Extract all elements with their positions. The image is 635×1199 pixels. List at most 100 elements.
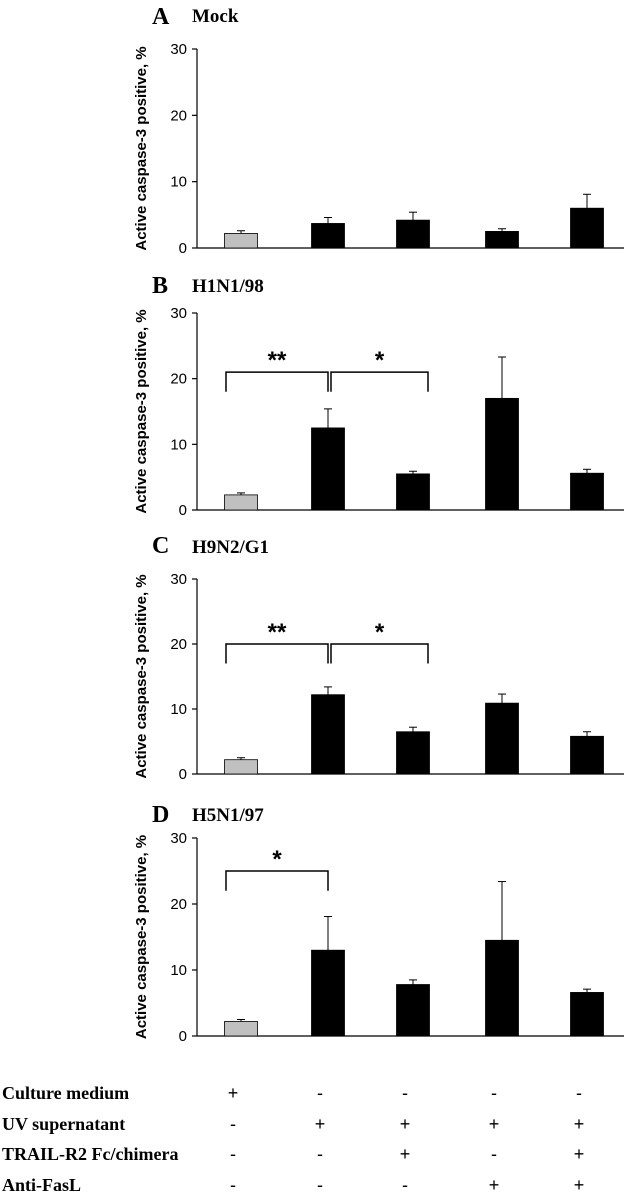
condition-mark: - xyxy=(230,1175,236,1195)
panel-d: D H5N1/97 Active caspase-3 positive, % 0 10 2… xyxy=(133,802,624,1045)
bar xyxy=(311,694,345,775)
significance-bracket: * xyxy=(330,347,429,392)
panel-title: H9N2/G1 xyxy=(192,537,269,558)
panel-a: A Mock Active caspase-3 positive, % 0 10 20 30 xyxy=(133,4,624,257)
y-tick-label: 0 xyxy=(179,1028,187,1045)
condition-mark: + xyxy=(574,1175,585,1195)
significance-bracket: * xyxy=(225,846,329,891)
y-axis-title: Active caspase-3 positive, % xyxy=(133,46,150,250)
panel-letter: C xyxy=(152,533,169,559)
y-tick-label: 30 xyxy=(170,571,187,588)
panel-title: Mock xyxy=(192,6,239,27)
y-tick-label: 10 xyxy=(170,962,187,979)
y-tick-label: 10 xyxy=(170,701,187,718)
y-axis-title: Active caspase-3 positive, % xyxy=(133,574,150,778)
condition-mark: - xyxy=(317,1144,323,1164)
error-bar xyxy=(324,686,332,695)
bar xyxy=(570,472,604,511)
bar xyxy=(311,427,345,511)
error-bar xyxy=(409,211,417,221)
error-bar xyxy=(583,468,591,474)
significance-label: ** xyxy=(268,619,287,646)
significance-bracket: ** xyxy=(225,619,329,664)
error-bar xyxy=(498,693,506,704)
error-bar xyxy=(237,757,245,760)
bracket-line xyxy=(330,371,429,392)
bar xyxy=(396,984,430,1037)
error-bar xyxy=(237,1019,245,1022)
condition-mark: - xyxy=(576,1083,582,1103)
y-tick-label: 10 xyxy=(170,436,187,453)
significance-label: * xyxy=(375,347,385,374)
panel-title: H5N1/97 xyxy=(192,805,264,826)
error-bar xyxy=(237,230,245,234)
panel-letter: D xyxy=(152,802,169,828)
significance-label: * xyxy=(375,619,385,646)
condition-mark: + xyxy=(400,1114,411,1134)
bar xyxy=(485,397,519,511)
y-tick-label: 0 xyxy=(179,240,187,257)
y-tick-label: 0 xyxy=(179,766,187,783)
condition-mark: + xyxy=(574,1144,585,1164)
condition-mark: + xyxy=(574,1114,585,1134)
bar xyxy=(570,735,604,775)
error-bar xyxy=(498,356,506,399)
y-tick-label: 20 xyxy=(170,371,187,388)
condition-row: Culture medium + - - - - xyxy=(2,1083,582,1103)
condition-mark: - xyxy=(317,1175,323,1195)
bar xyxy=(224,233,258,249)
y-tick-label: 30 xyxy=(170,305,187,322)
bar xyxy=(396,473,430,511)
condition-mark: + xyxy=(400,1144,411,1164)
y-tick-label: 20 xyxy=(170,636,187,653)
bar xyxy=(224,494,258,511)
y-tick-label: 30 xyxy=(170,830,187,847)
condition-mark: + xyxy=(489,1114,500,1134)
panel-letter: A xyxy=(152,4,170,30)
error-bar xyxy=(324,216,332,224)
error-bar xyxy=(498,881,506,941)
error-bar xyxy=(409,470,417,474)
condition-mark: - xyxy=(402,1083,408,1103)
error-bar xyxy=(237,492,245,495)
bar xyxy=(570,207,604,249)
error-bar xyxy=(583,731,591,737)
panel-b: B H1N1/98 Active caspase-3 positive, % 0 10 2… xyxy=(133,273,624,519)
bar xyxy=(485,939,519,1037)
condition-mark: - xyxy=(230,1114,236,1134)
condition-label: Culture medium xyxy=(2,1083,129,1103)
bar xyxy=(485,231,519,249)
y-axis-title: Active caspase-3 positive, % xyxy=(133,309,150,513)
condition-row: TRAIL-R2 Fc/chimera - - + - + xyxy=(2,1144,584,1164)
y-tick-label: 0 xyxy=(179,502,187,519)
panel-letter: B xyxy=(152,273,168,299)
bar xyxy=(396,219,430,249)
bar xyxy=(485,702,519,775)
error-bar xyxy=(409,979,417,985)
y-tick-label: 30 xyxy=(170,41,187,58)
bracket-line xyxy=(225,371,329,392)
condition-mark: + xyxy=(228,1083,239,1103)
error-bar xyxy=(324,916,332,951)
y-tick-label: 10 xyxy=(170,174,187,191)
significance-label: ** xyxy=(268,347,287,374)
error-bar xyxy=(324,408,332,428)
bracket-line xyxy=(330,643,429,664)
condition-mark: - xyxy=(491,1144,497,1164)
condition-mark: - xyxy=(230,1144,236,1164)
error-bar xyxy=(583,988,591,993)
condition-row: UV supernatant - + + + + xyxy=(2,1114,584,1134)
error-bar xyxy=(498,228,506,232)
condition-label: Anti-FasL xyxy=(2,1175,81,1195)
y-tick-label: 20 xyxy=(170,896,187,913)
panel-c: C H9N2/G1 Active caspase-3 positive, % 0 10 2… xyxy=(133,533,624,783)
y-tick-label: 20 xyxy=(170,107,187,124)
condition-row: Anti-FasL - - - + + xyxy=(2,1175,584,1195)
conditions-table: Culture medium + - - - -UV supernatant - + + + +TR… xyxy=(2,1083,584,1195)
error-bar xyxy=(583,193,591,209)
bar xyxy=(396,731,430,775)
condition-label: UV supernatant xyxy=(2,1114,125,1134)
error-bar xyxy=(409,726,417,732)
y-axis-title: Active caspase-3 positive, % xyxy=(133,835,150,1039)
bracket-line xyxy=(225,870,329,891)
